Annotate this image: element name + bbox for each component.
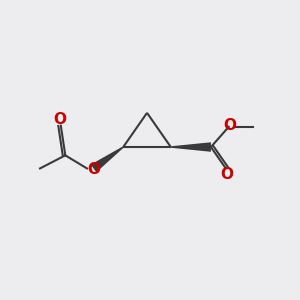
Polygon shape (91, 146, 124, 172)
Text: O: O (223, 118, 236, 133)
Polygon shape (171, 142, 211, 152)
Text: O: O (53, 112, 66, 127)
Text: O: O (87, 162, 100, 177)
Text: O: O (220, 167, 233, 182)
